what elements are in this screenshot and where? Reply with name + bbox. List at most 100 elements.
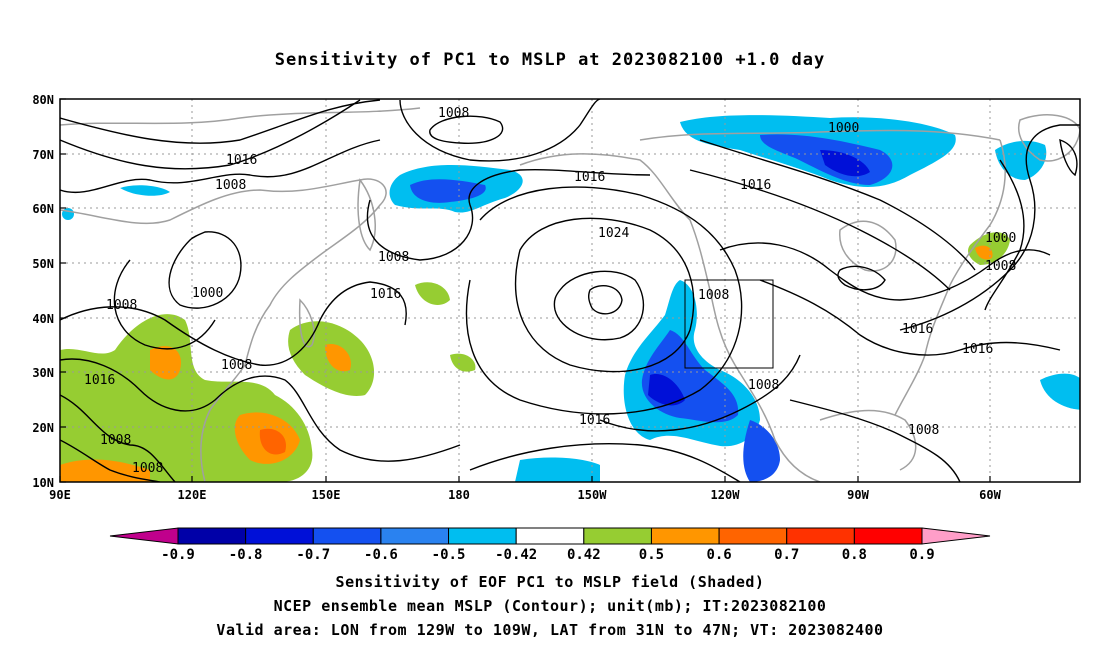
lon-label: 150E: [312, 488, 341, 502]
contour-label: 1008: [698, 288, 729, 303]
colorbar-tick-label: 0.8: [842, 547, 867, 563]
lon-label: 90E: [49, 488, 71, 502]
contour-line: [984, 159, 1025, 311]
colorbar-box: [380, 527, 450, 545]
caption-contour: NCEP ensemble mean MSLP (Contour); unit(…: [273, 597, 827, 615]
contour-label: 1008: [748, 378, 779, 393]
contour-line: [113, 259, 216, 350]
shade-negative-mexico: [743, 420, 780, 482]
lon-label: 60W: [979, 488, 1001, 502]
axis-ticks: [59, 98, 991, 483]
colorbar-box: [718, 527, 788, 545]
colorbar-tick-label: 0.9: [909, 547, 934, 563]
contour-label: 1008: [106, 298, 137, 313]
contour-label: 1016: [226, 153, 257, 168]
contour-label: 1016: [84, 373, 115, 388]
coast-na-east: [894, 139, 1006, 416]
shade-negative-small1: [120, 185, 170, 196]
contour-label: 1008: [985, 259, 1016, 274]
colorbar-tick-label: 0.6: [706, 547, 731, 563]
coast-kamchatka: [357, 178, 376, 252]
contour-label: 1008: [378, 250, 409, 265]
lat-label: 60N: [32, 202, 54, 216]
contour-line: [60, 99, 381, 144]
shade-positive-mid: [450, 353, 476, 372]
coast-greenland: [1018, 114, 1080, 162]
contour-label: 1016: [574, 170, 605, 185]
colorbar-tick-label: -0.7: [296, 547, 330, 563]
contour-label: 1000: [828, 121, 859, 136]
coast-asia: [60, 178, 387, 482]
colorbar-labels: -0.9 -0.8 -0.7 -0.6 -0.5 -0.42 0.42 0.5 0.6 0.7 0.…: [161, 547, 935, 563]
grid-lines: [60, 99, 1080, 482]
shade-positive-japan-orange: [325, 344, 351, 372]
lon-label: 180: [448, 488, 470, 502]
contour-label: 1024: [598, 226, 629, 241]
shade-positive-labrador-orange: [975, 245, 993, 260]
contour-line: [599, 354, 801, 432]
shade-positive-kuril: [415, 282, 450, 305]
shade-positive-asia-orange3: [60, 459, 150, 482]
lat-label: 50N: [32, 257, 54, 271]
contour-label: 1000: [985, 231, 1016, 246]
map-title: Sensitivity of PC1 to MSLP at 2023082100…: [274, 50, 826, 70]
contour-label: 1008: [438, 106, 469, 121]
coast-gulf: [819, 409, 917, 471]
shade-negative-tropical: [515, 457, 600, 482]
contour-label: 1016: [902, 322, 933, 337]
colorbar-tick-label: -0.9: [161, 547, 195, 563]
lat-label: 10N: [32, 476, 54, 490]
lat-label: 30N: [32, 366, 54, 380]
contour-line: [429, 115, 504, 144]
lat-labels: 80N 70N 60N 50N 40N 30N 20N 10N: [32, 93, 54, 490]
coast-hudson: [839, 220, 897, 272]
lon-label: 90W: [847, 488, 869, 502]
lat-label: 70N: [32, 148, 54, 162]
caption-shaded: Sensitivity of EOF PC1 to MSLP field (Sh…: [335, 573, 765, 591]
shade-positive-asia-red: [259, 428, 286, 455]
lon-label: 150W: [578, 488, 608, 502]
contour-label: 1016: [962, 342, 993, 357]
lat-label: 80N: [32, 93, 54, 107]
shade-negative-canada-deep: [820, 150, 870, 177]
colorbar-tick-label: 0.5: [639, 547, 664, 563]
colorbar-box: [448, 527, 517, 545]
caption-valid-area: Valid area: LON from 129W to 109W, LAT f…: [216, 621, 884, 639]
contour-label: 1008: [908, 423, 939, 438]
contour-label: 1000: [192, 286, 223, 301]
contour-label: 1008: [100, 433, 131, 448]
contour-line: [514, 217, 695, 373]
contour-line: [60, 394, 176, 482]
colorbar: [109, 527, 991, 545]
contour-line: [553, 270, 645, 341]
contour-line: [60, 358, 461, 462]
lon-label: 120E: [178, 488, 207, 502]
colorbar-box: [515, 527, 585, 545]
contour-line: [366, 168, 651, 261]
colorbar-box: [650, 527, 720, 545]
shade-negative-east: [995, 140, 1047, 180]
contour-line: [789, 399, 961, 482]
colorbar-box: [786, 527, 855, 545]
colorbar-box: [853, 527, 923, 545]
contour-line: [719, 242, 1051, 301]
contour-line: [60, 139, 381, 194]
colorbar-end-low: [109, 527, 179, 545]
lat-label: 40N: [32, 312, 54, 326]
contour-label: 1008: [132, 461, 163, 476]
contour-line: [168, 231, 242, 309]
lon-labels: 90E 120E 150E 180 150W 120W 90W 60W: [49, 488, 1001, 502]
shade-negative-bering-core: [410, 179, 486, 203]
contour-line: [837, 265, 886, 291]
lat-label: 20N: [32, 421, 54, 435]
contour-label-group: 1008 1016 1008 1000 1016 1016 1000 1008 …: [84, 106, 1016, 476]
contour-label: 1016: [370, 287, 401, 302]
contour-line: [699, 139, 976, 271]
colorbar-box: [245, 527, 314, 545]
contour-label: 1016: [740, 178, 771, 193]
contour-line: [759, 279, 1061, 356]
lon-label: 120W: [711, 488, 741, 502]
shade-negative-atlantic: [1040, 373, 1080, 410]
shade-negative-california-deep: [648, 374, 685, 406]
